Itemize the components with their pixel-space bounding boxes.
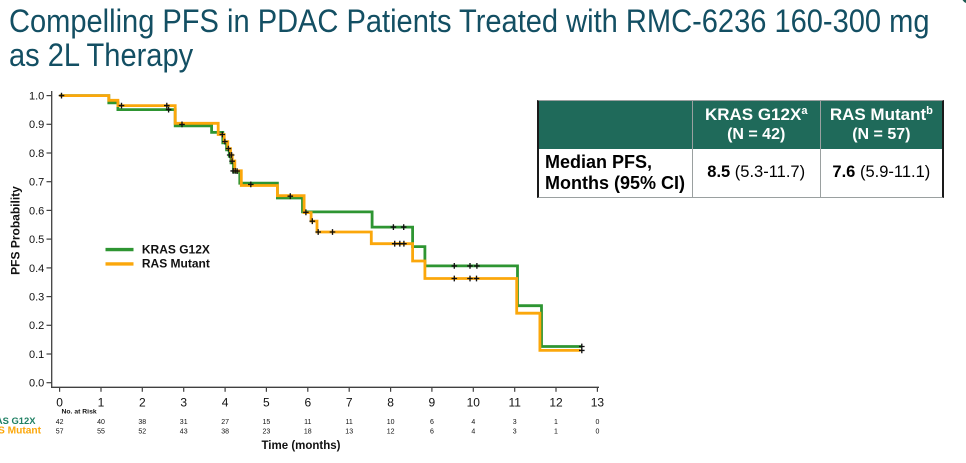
svg-text:0.6: 0.6 — [29, 205, 44, 217]
svg-text:11: 11 — [346, 419, 353, 426]
svg-text:55: 55 — [97, 429, 105, 436]
svg-text:0.3: 0.3 — [29, 292, 44, 304]
svg-text:0.8: 0.8 — [29, 148, 44, 160]
svg-text:0.1: 0.1 — [29, 349, 44, 361]
svg-text:3: 3 — [513, 429, 517, 436]
svg-text:0: 0 — [595, 419, 599, 426]
svg-text:18: 18 — [304, 429, 312, 436]
svg-text:AS G12X: AS G12X — [0, 415, 36, 426]
svg-text:40: 40 — [97, 419, 105, 426]
svg-text:6: 6 — [430, 429, 434, 436]
svg-text:4: 4 — [222, 395, 229, 409]
svg-text:1: 1 — [554, 429, 558, 436]
svg-text:13: 13 — [591, 395, 605, 409]
svg-text:38: 38 — [138, 419, 146, 426]
svg-text:11: 11 — [508, 395, 521, 409]
svg-text:0: 0 — [56, 395, 63, 409]
svg-text:0.4: 0.4 — [29, 263, 44, 275]
svg-text:6: 6 — [430, 419, 434, 426]
svg-text:12: 12 — [549, 395, 563, 409]
svg-text:13: 13 — [345, 429, 353, 436]
svg-text:5: 5 — [263, 395, 270, 409]
svg-text:Time (months): Time (months) — [261, 440, 340, 452]
svg-text:12: 12 — [387, 429, 395, 436]
svg-text:1.0: 1.0 — [29, 91, 44, 103]
svg-text:0.7: 0.7 — [29, 177, 44, 189]
svg-text:42: 42 — [56, 419, 64, 426]
svg-text:10: 10 — [387, 419, 395, 426]
svg-text:7: 7 — [346, 395, 353, 409]
svg-text:0.0: 0.0 — [29, 378, 44, 390]
svg-text:27: 27 — [221, 419, 229, 426]
svg-text:31: 31 — [180, 419, 188, 426]
svg-text:2: 2 — [139, 395, 146, 409]
svg-text:4: 4 — [471, 419, 475, 426]
svg-text:15: 15 — [263, 419, 271, 426]
svg-text:3: 3 — [180, 395, 187, 409]
svg-text:PFS Probability: PFS Probability — [9, 186, 23, 275]
svg-text:57: 57 — [56, 429, 64, 436]
svg-text:3: 3 — [513, 419, 517, 426]
svg-text:No. at Risk: No. at Risk — [62, 408, 97, 415]
svg-text:52: 52 — [138, 429, 146, 436]
svg-text:S Mutant: S Mutant — [0, 426, 42, 437]
svg-text:9: 9 — [429, 395, 436, 409]
svg-text:RAS Mutant: RAS Mutant — [142, 257, 210, 271]
svg-text:KRAS G12X: KRAS G12X — [142, 243, 210, 257]
svg-text:0.2: 0.2 — [29, 320, 44, 332]
svg-text:1: 1 — [554, 419, 558, 426]
svg-text:0.9: 0.9 — [29, 119, 44, 131]
svg-text:0: 0 — [595, 429, 599, 436]
svg-text:10: 10 — [467, 395, 481, 409]
svg-text:38: 38 — [221, 429, 229, 436]
svg-text:11: 11 — [304, 419, 311, 426]
svg-text:23: 23 — [263, 429, 271, 436]
svg-text:43: 43 — [180, 429, 188, 436]
svg-text:8: 8 — [387, 395, 394, 409]
svg-text:0.5: 0.5 — [29, 234, 44, 246]
svg-text:4: 4 — [471, 429, 475, 436]
svg-text:1: 1 — [98, 395, 105, 409]
svg-text:6: 6 — [304, 395, 311, 409]
